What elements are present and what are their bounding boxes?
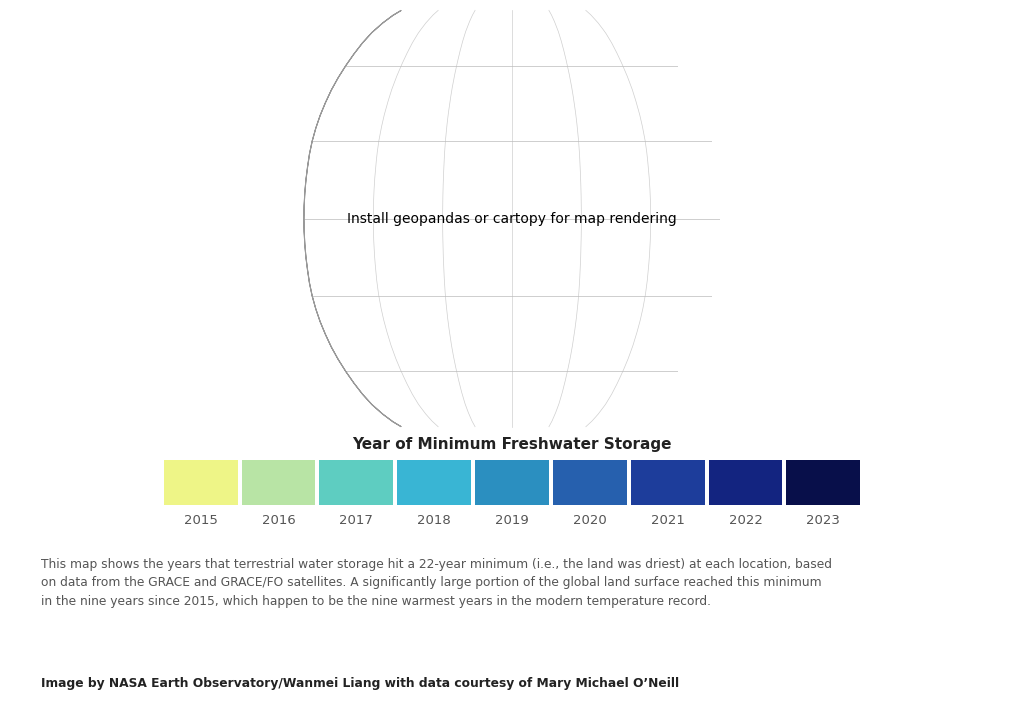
Text: 2022: 2022	[728, 514, 763, 527]
Text: Install geopandas or cartopy for map rendering: Install geopandas or cartopy for map ren…	[347, 212, 677, 226]
Text: Image by NASA Earth Observatory/Wanmei Liang with data courtesy of Mary Michael : Image by NASA Earth Observatory/Wanmei L…	[41, 677, 679, 689]
Text: 2020: 2020	[573, 514, 606, 527]
FancyBboxPatch shape	[475, 460, 549, 505]
Text: This map shows the years that terrestrial water storage hit a 22-year minimum (i: This map shows the years that terrestria…	[41, 558, 831, 608]
Text: 2019: 2019	[496, 514, 528, 527]
Text: Year of Minimum Freshwater Storage: Year of Minimum Freshwater Storage	[352, 437, 672, 452]
FancyBboxPatch shape	[786, 460, 860, 505]
Text: 2017: 2017	[339, 514, 374, 527]
Text: 2015: 2015	[183, 514, 218, 527]
FancyBboxPatch shape	[553, 460, 627, 505]
Polygon shape	[304, 11, 401, 427]
FancyBboxPatch shape	[397, 460, 471, 505]
FancyBboxPatch shape	[242, 460, 315, 505]
Text: 2018: 2018	[418, 514, 451, 527]
FancyBboxPatch shape	[319, 460, 393, 505]
FancyBboxPatch shape	[709, 460, 782, 505]
Text: 2021: 2021	[650, 514, 685, 527]
FancyBboxPatch shape	[164, 460, 238, 505]
FancyBboxPatch shape	[631, 460, 705, 505]
Text: 2023: 2023	[806, 514, 841, 527]
Text: 2016: 2016	[262, 514, 295, 527]
